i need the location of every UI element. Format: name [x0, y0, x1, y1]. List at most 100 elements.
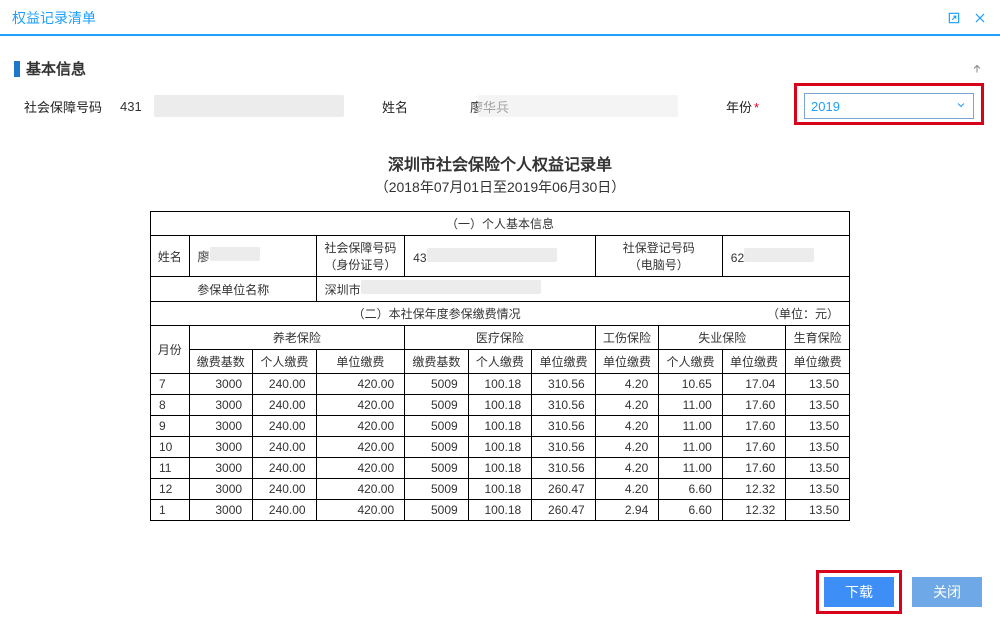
cell: 3000 [189, 395, 253, 416]
cell: 12.32 [722, 500, 786, 521]
org-row: 参保单位名称 深圳市 [151, 277, 850, 302]
cell: 260.47 [532, 479, 596, 500]
cell: 5009 [405, 416, 469, 437]
cell: 100.18 [468, 458, 532, 479]
cell: 100.18 [468, 395, 532, 416]
cell: 420.00 [316, 437, 405, 458]
cell: 240.00 [253, 374, 317, 395]
cell: 5009 [405, 437, 469, 458]
cell: 17.60 [722, 395, 786, 416]
cell: 13.50 [786, 374, 850, 395]
cell: 4.20 [595, 395, 659, 416]
popout-icon[interactable] [946, 10, 962, 26]
cell: 310.56 [532, 437, 596, 458]
cell: 9 [151, 416, 190, 437]
cell: 17.60 [722, 416, 786, 437]
section-header: 基本信息 [14, 58, 986, 85]
cell: 3000 [189, 437, 253, 458]
cell: 12 [151, 479, 190, 500]
year-value: 2019 [811, 99, 840, 114]
name-label: 姓名 [382, 97, 422, 116]
doc-title: 深圳市社会保险个人权益记录单 [150, 151, 850, 175]
cell: 240.00 [253, 395, 317, 416]
cell: 420.00 [316, 416, 405, 437]
cell: 4.20 [595, 416, 659, 437]
cell: 17.60 [722, 458, 786, 479]
col-month: 月份 [151, 326, 190, 374]
cell: 420.00 [316, 479, 405, 500]
close-icon[interactable] [972, 10, 988, 26]
cell: 13.50 [786, 458, 850, 479]
cell: 4.20 [595, 479, 659, 500]
cell: 420.00 [316, 374, 405, 395]
cell: 5009 [405, 374, 469, 395]
p-reg-label: 社保登记号码（电脑号） [595, 236, 722, 277]
table-row: 93000240.00420.005009100.18310.564.2011.… [151, 416, 850, 437]
p-ssn-value: 43 [405, 236, 596, 277]
document-scroll-area[interactable]: 深圳市社会保险个人权益记录单 （2018年07月01日至2019年06月30日）… [14, 151, 986, 541]
grp-injury: 工伤保险 [595, 326, 659, 350]
grp-pension: 养老保险 [189, 326, 405, 350]
cell: 240.00 [253, 458, 317, 479]
cell: 13.50 [786, 437, 850, 458]
cell: 420.00 [316, 458, 405, 479]
collapse-toggle[interactable] [968, 60, 986, 78]
cell: 260.47 [532, 500, 596, 521]
cell: 17.04 [722, 374, 786, 395]
cell: 100.18 [468, 437, 532, 458]
cell: 11.00 [659, 437, 723, 458]
org-label: 参保单位名称 [151, 277, 317, 302]
grp-medical: 医疗保险 [405, 326, 596, 350]
cell: 11 [151, 458, 190, 479]
cell: 4.20 [595, 374, 659, 395]
close-button[interactable]: 关闭 [912, 577, 982, 607]
cell: 100.18 [468, 500, 532, 521]
modal-header: 权益记录清单 [0, 0, 1000, 36]
cell: 240.00 [253, 416, 317, 437]
unit-label: （单位：元） [722, 302, 849, 326]
cell: 8 [151, 395, 190, 416]
cell: 3000 [189, 500, 253, 521]
group-header: 月份 养老保险 医疗保险 工伤保险 失业保险 生育保险 [151, 326, 850, 350]
cell: 240.00 [253, 479, 317, 500]
year-select[interactable]: 2019 [804, 93, 974, 119]
table-row: 113000240.00420.005009100.18310.564.2011… [151, 458, 850, 479]
year-label: 年份* [726, 97, 766, 116]
document: 深圳市社会保险个人权益记录单 （2018年07月01日至2019年06月30日）… [150, 151, 850, 521]
cell: 6.60 [659, 479, 723, 500]
personal-row: 姓名 廖 社会保障号码（身份证号） 43 社保登记号码（电脑号） 62 [151, 236, 850, 277]
cell: 4.20 [595, 458, 659, 479]
cell: 100.18 [468, 416, 532, 437]
cell: 3000 [189, 458, 253, 479]
section1-label: （一）个人基本信息 [151, 212, 850, 236]
cell: 5009 [405, 500, 469, 521]
grp-unemployment: 失业保险 [659, 326, 786, 350]
cell: 11.00 [659, 395, 723, 416]
cell: 5009 [405, 458, 469, 479]
doc-subtitle: （2018年07月01日至2019年06月30日） [150, 177, 850, 197]
grp-maternity: 生育保险 [786, 326, 850, 350]
cell: 3000 [189, 374, 253, 395]
cell: 420.00 [316, 395, 405, 416]
table-row: 73000240.00420.005009100.18310.564.2010.… [151, 374, 850, 395]
cell: 310.56 [532, 395, 596, 416]
download-button[interactable]: 下载 [824, 577, 894, 607]
doc-table: （一）个人基本信息 姓名 廖 社会保障号码（身份证号） 43 社保登记号码（电脑… [150, 211, 850, 521]
ssn-label: 社会保障号码 [24, 97, 112, 116]
cell: 310.56 [532, 374, 596, 395]
table-row: 13000240.00420.005009100.18260.472.946.6… [151, 500, 850, 521]
cell: 13.50 [786, 479, 850, 500]
cell: 13.50 [786, 416, 850, 437]
ssn-prefix: 431 [120, 99, 146, 114]
cell: 100.18 [468, 374, 532, 395]
section-marker [14, 61, 20, 77]
cell: 10 [151, 437, 190, 458]
cell: 7 [151, 374, 190, 395]
cell: 4.20 [595, 437, 659, 458]
section2-label: （二）本社保年度参保缴费情况 [151, 302, 723, 326]
cell: 11.00 [659, 416, 723, 437]
cell: 17.60 [722, 437, 786, 458]
cell: 5009 [405, 479, 469, 500]
cell: 13.50 [786, 500, 850, 521]
ssn-redacted [154, 95, 344, 117]
